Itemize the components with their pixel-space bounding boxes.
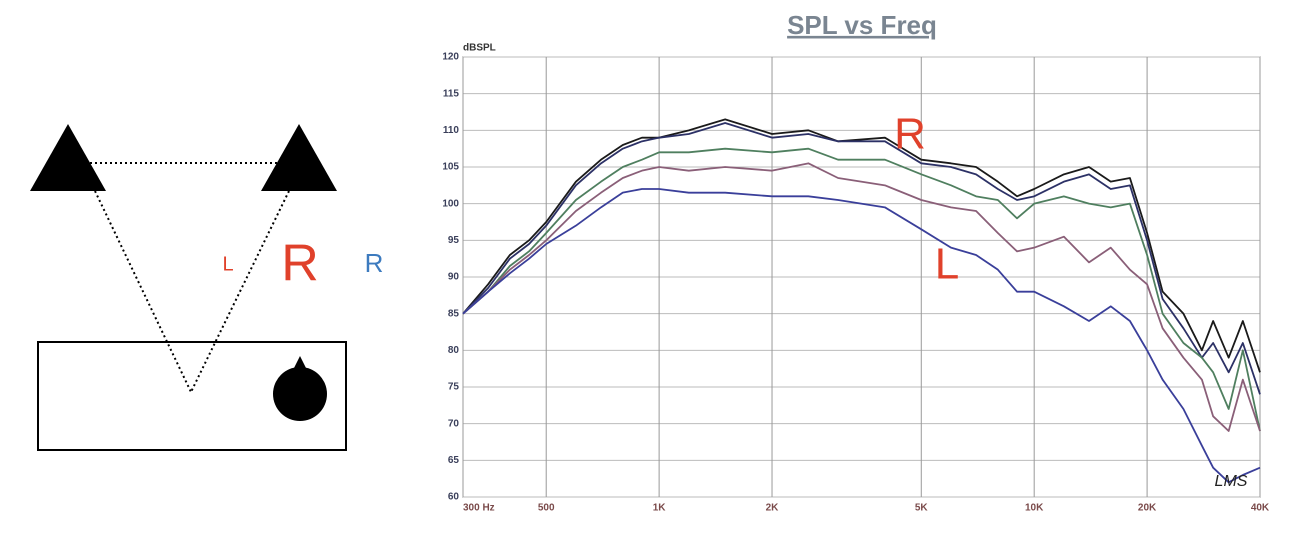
couch: [37, 341, 347, 451]
y-tick-label: 110: [443, 125, 460, 136]
y-tick-label: 100: [442, 198, 459, 209]
label-r-big: R: [281, 235, 319, 293]
x-tick-label: 10K: [1025, 503, 1044, 514]
chart-title: SPL vs Freq: [787, 10, 937, 40]
right-speaker: [261, 124, 337, 191]
x-tick-label: 40K: [1251, 503, 1270, 514]
series-line: [462, 118, 1261, 373]
series-line: [462, 188, 1261, 484]
x-tick-label: 500: [538, 503, 555, 514]
y-tick-label: 60: [448, 492, 460, 503]
y-tick-label: 120: [442, 52, 459, 63]
annotation: R: [894, 110, 926, 159]
left-speaker: [30, 124, 106, 191]
y-tick-label: 115: [443, 88, 460, 99]
y-tick-label: 95: [448, 235, 460, 246]
series-line: [462, 122, 1261, 395]
x-tick-label: 2K: [766, 503, 780, 514]
series-line: [462, 162, 1261, 432]
plot: 60 65 70 75 80 85 90 95 100 105 110 115 120 300 Hz 500…: [442, 52, 1270, 514]
y-tick-label: 65: [448, 455, 460, 466]
x-tick-label: 300 Hz: [463, 503, 495, 514]
label-l: L: [222, 253, 233, 275]
dotted-line: [94, 190, 192, 393]
y-axis-label: dBSPL: [463, 43, 496, 54]
y-tick-label: 105: [442, 162, 459, 173]
series-line: [462, 147, 1261, 432]
listener: [273, 367, 327, 421]
listener-nose: [292, 356, 308, 372]
y-tick-label: 80: [448, 345, 460, 356]
x-tick-label: 5K: [915, 503, 929, 514]
y-tick-label: 85: [448, 308, 460, 319]
y-tick-label: 70: [448, 418, 460, 429]
label-r-blue: R: [365, 248, 384, 278]
x-tick-label: 20K: [1138, 503, 1157, 514]
room-diagram: L R R: [30, 124, 384, 451]
x-tick-label: 1K: [653, 503, 667, 514]
y-tick-label: 75: [448, 382, 460, 393]
watermark: LMS: [1215, 473, 1248, 490]
dotted-line: [190, 190, 290, 393]
annotation: L: [935, 240, 959, 289]
y-tick-label: 90: [448, 272, 460, 283]
